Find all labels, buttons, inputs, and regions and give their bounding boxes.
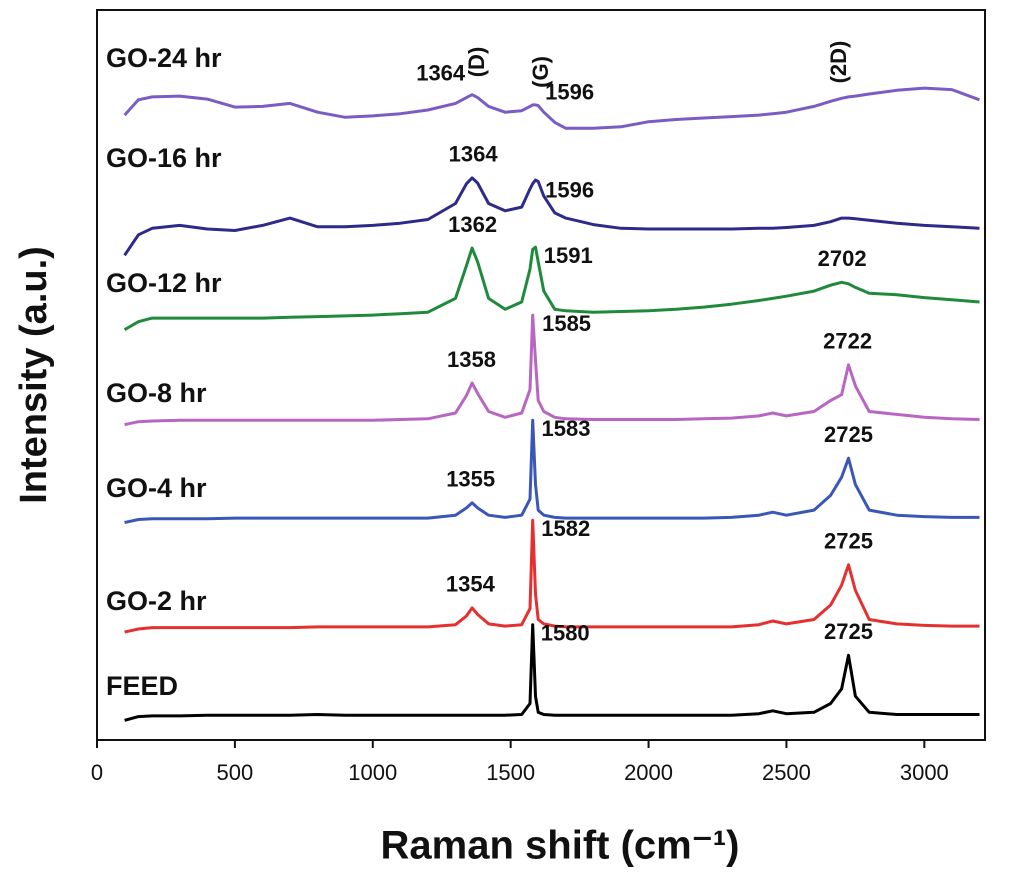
peak-label: 2725 — [824, 422, 873, 447]
x-tick-label: 500 — [217, 760, 254, 785]
peak-label: 1358 — [447, 347, 496, 372]
x-tick-label: 2000 — [624, 760, 673, 785]
peak-label: 2725 — [824, 529, 873, 554]
peak-label: 1364 — [449, 142, 499, 167]
x-tick-label: 2500 — [762, 760, 811, 785]
band-label: (G) — [528, 56, 553, 88]
plot-frame — [96, 9, 986, 741]
band-label: (2D) — [826, 41, 851, 84]
x-tick-label: 1500 — [486, 760, 535, 785]
spectrum-line — [124, 518, 980, 634]
peak-label: 1354 — [446, 572, 496, 597]
peak-label: 1591 — [544, 243, 593, 268]
band-label: (D) — [464, 47, 489, 78]
spectrum-line — [124, 623, 980, 722]
series-label: GO-4 hr — [106, 473, 207, 503]
series-label: GO-24 hr — [106, 43, 222, 73]
spectrum-line — [123, 245, 980, 331]
series-label: GO-12 hr — [106, 268, 222, 298]
peak-label: 2722 — [823, 329, 872, 354]
spectrum-line — [124, 313, 980, 427]
peak-label: 1596 — [545, 79, 594, 104]
peak-label: 1580 — [541, 620, 590, 645]
peak-label: 1585 — [542, 311, 591, 336]
peak-label: 2702 — [818, 246, 867, 271]
peak-label: 1583 — [542, 416, 591, 441]
spectrum-line — [123, 86, 981, 130]
peak-label: 1596 — [545, 177, 594, 202]
peak-label: 1364 — [416, 60, 466, 85]
x-tick-label: 1000 — [348, 760, 397, 785]
series-label: GO-8 hr — [106, 378, 207, 408]
x-tick-label: 3000 — [900, 760, 949, 785]
peak-label: 1362 — [448, 212, 497, 237]
series-label: GO-2 hr — [106, 586, 207, 616]
peak-label: 1355 — [446, 467, 495, 492]
x-tick-label: 0 — [91, 760, 103, 785]
y-axis-label: Intensity (a.u.) — [13, 246, 55, 504]
peak-label: 1582 — [541, 516, 590, 541]
series-label: GO-16 hr — [106, 143, 222, 173]
spectrum-line — [123, 176, 980, 257]
series-label: FEED — [106, 671, 178, 701]
spectrum-line — [124, 418, 980, 524]
peak-label: 2725 — [824, 619, 873, 644]
x-axis-label: Raman shift (cm⁻¹) — [381, 824, 740, 868]
